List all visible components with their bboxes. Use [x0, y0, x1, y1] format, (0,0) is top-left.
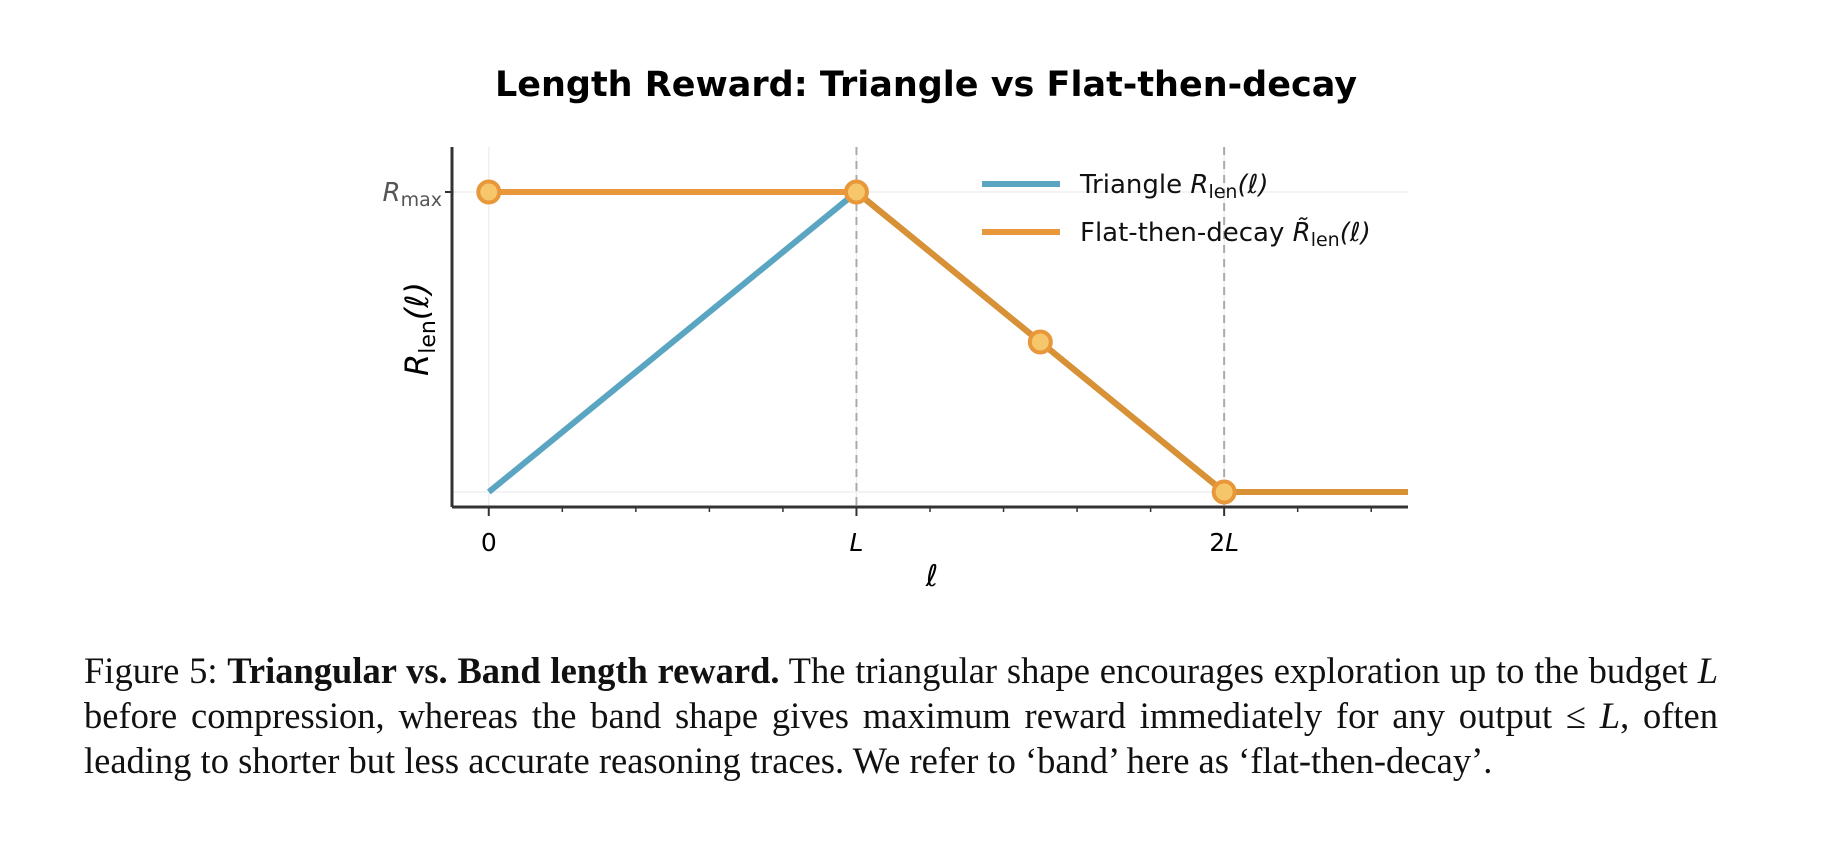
y-axis-label: Rlen(ℓ) — [398, 282, 441, 376]
caption-math-le: ≤ — [1565, 695, 1586, 736]
chart-title: Length Reward: Triangle vs Flat-then-dec… — [495, 65, 1357, 105]
x-axis-label: ℓ — [925, 559, 938, 594]
legend-label-flat-then-decay: Flat-then-decay R̃len(ℓ) — [1080, 216, 1371, 251]
data-point-marker — [1211, 479, 1237, 505]
caption-prefix: Figure 5: — [84, 650, 218, 691]
y-tick-label: Rmax — [383, 178, 442, 211]
x-tick-label: 2L — [1209, 528, 1239, 557]
data-point-marker — [1027, 329, 1053, 355]
caption-text-1: The triangular shape encourages explorat… — [779, 650, 1698, 691]
caption-math-L2: L — [1585, 695, 1621, 736]
x-tick-label: L — [849, 528, 863, 557]
chart-svg: Length Reward: Triangle vs Flat-then-dec… — [383, 65, 1408, 594]
caption-bold-title: Triangular vs. Band length reward. — [227, 650, 780, 691]
x-tick-label: 0 — [481, 528, 497, 557]
data-point-marker — [476, 179, 502, 205]
figure-caption: Figure 5: Triangular vs. Band length rew… — [84, 648, 1718, 783]
data-point-marker — [843, 179, 869, 205]
legend-label-triangle: Triangle Rlen(ℓ) — [1079, 170, 1269, 203]
chart-figure: Length Reward: Triangle vs Flat-then-dec… — [383, 65, 1408, 594]
caption-text-3: , often leading to shorter but less accu… — [84, 695, 1718, 781]
caption-text-2: before compression, whereas the band sha… — [84, 695, 1566, 736]
caption-math-L: L — [1697, 650, 1719, 691]
